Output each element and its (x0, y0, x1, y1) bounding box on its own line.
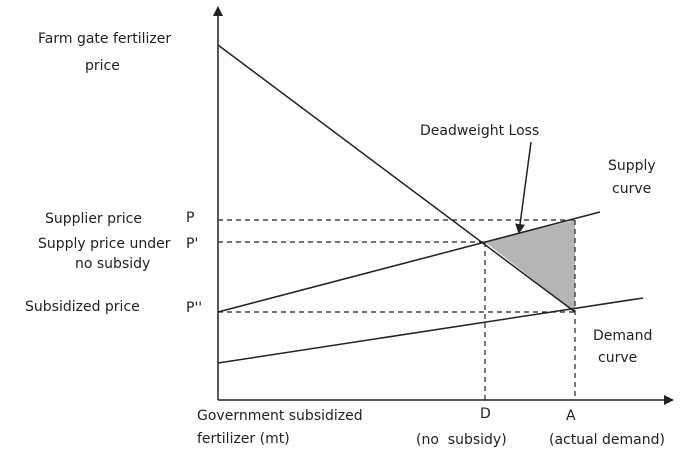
curve-label: curve (612, 181, 651, 197)
curve-label: Demand (593, 328, 652, 344)
price-symbol: P' (186, 236, 198, 252)
x-axis-label: Government subsidized (197, 408, 363, 424)
price-label: Subsidized price (25, 299, 140, 315)
x-axis-label: fertilizer (mt) (197, 431, 290, 447)
price-symbol: P (186, 210, 194, 226)
y-axis-label: price (85, 58, 120, 74)
curve-label: Supply (608, 158, 656, 174)
subsidized-supply-curve (217, 297, 644, 364)
price-label: no subsidy (75, 256, 150, 272)
demand-curve (217, 44, 576, 313)
y-axis-label: Farm gate fertilizer (38, 31, 171, 47)
supply-curve (217, 211, 601, 313)
deadweight-loss-area (485, 220, 575, 312)
price-label: Supply price under (38, 236, 171, 252)
annotation: Deadweight Loss (420, 123, 539, 139)
quantity-note: (no subsidy) (416, 432, 507, 448)
quantity-symbol: D (480, 406, 491, 422)
annotation-arrow (515, 141, 532, 234)
curve-label: curve (598, 350, 637, 366)
quantity-symbol: A (566, 408, 576, 424)
price-label: Supplier price (45, 211, 142, 227)
price-symbol: P'' (186, 300, 202, 316)
quantity-note: (actual demand) (549, 432, 665, 448)
